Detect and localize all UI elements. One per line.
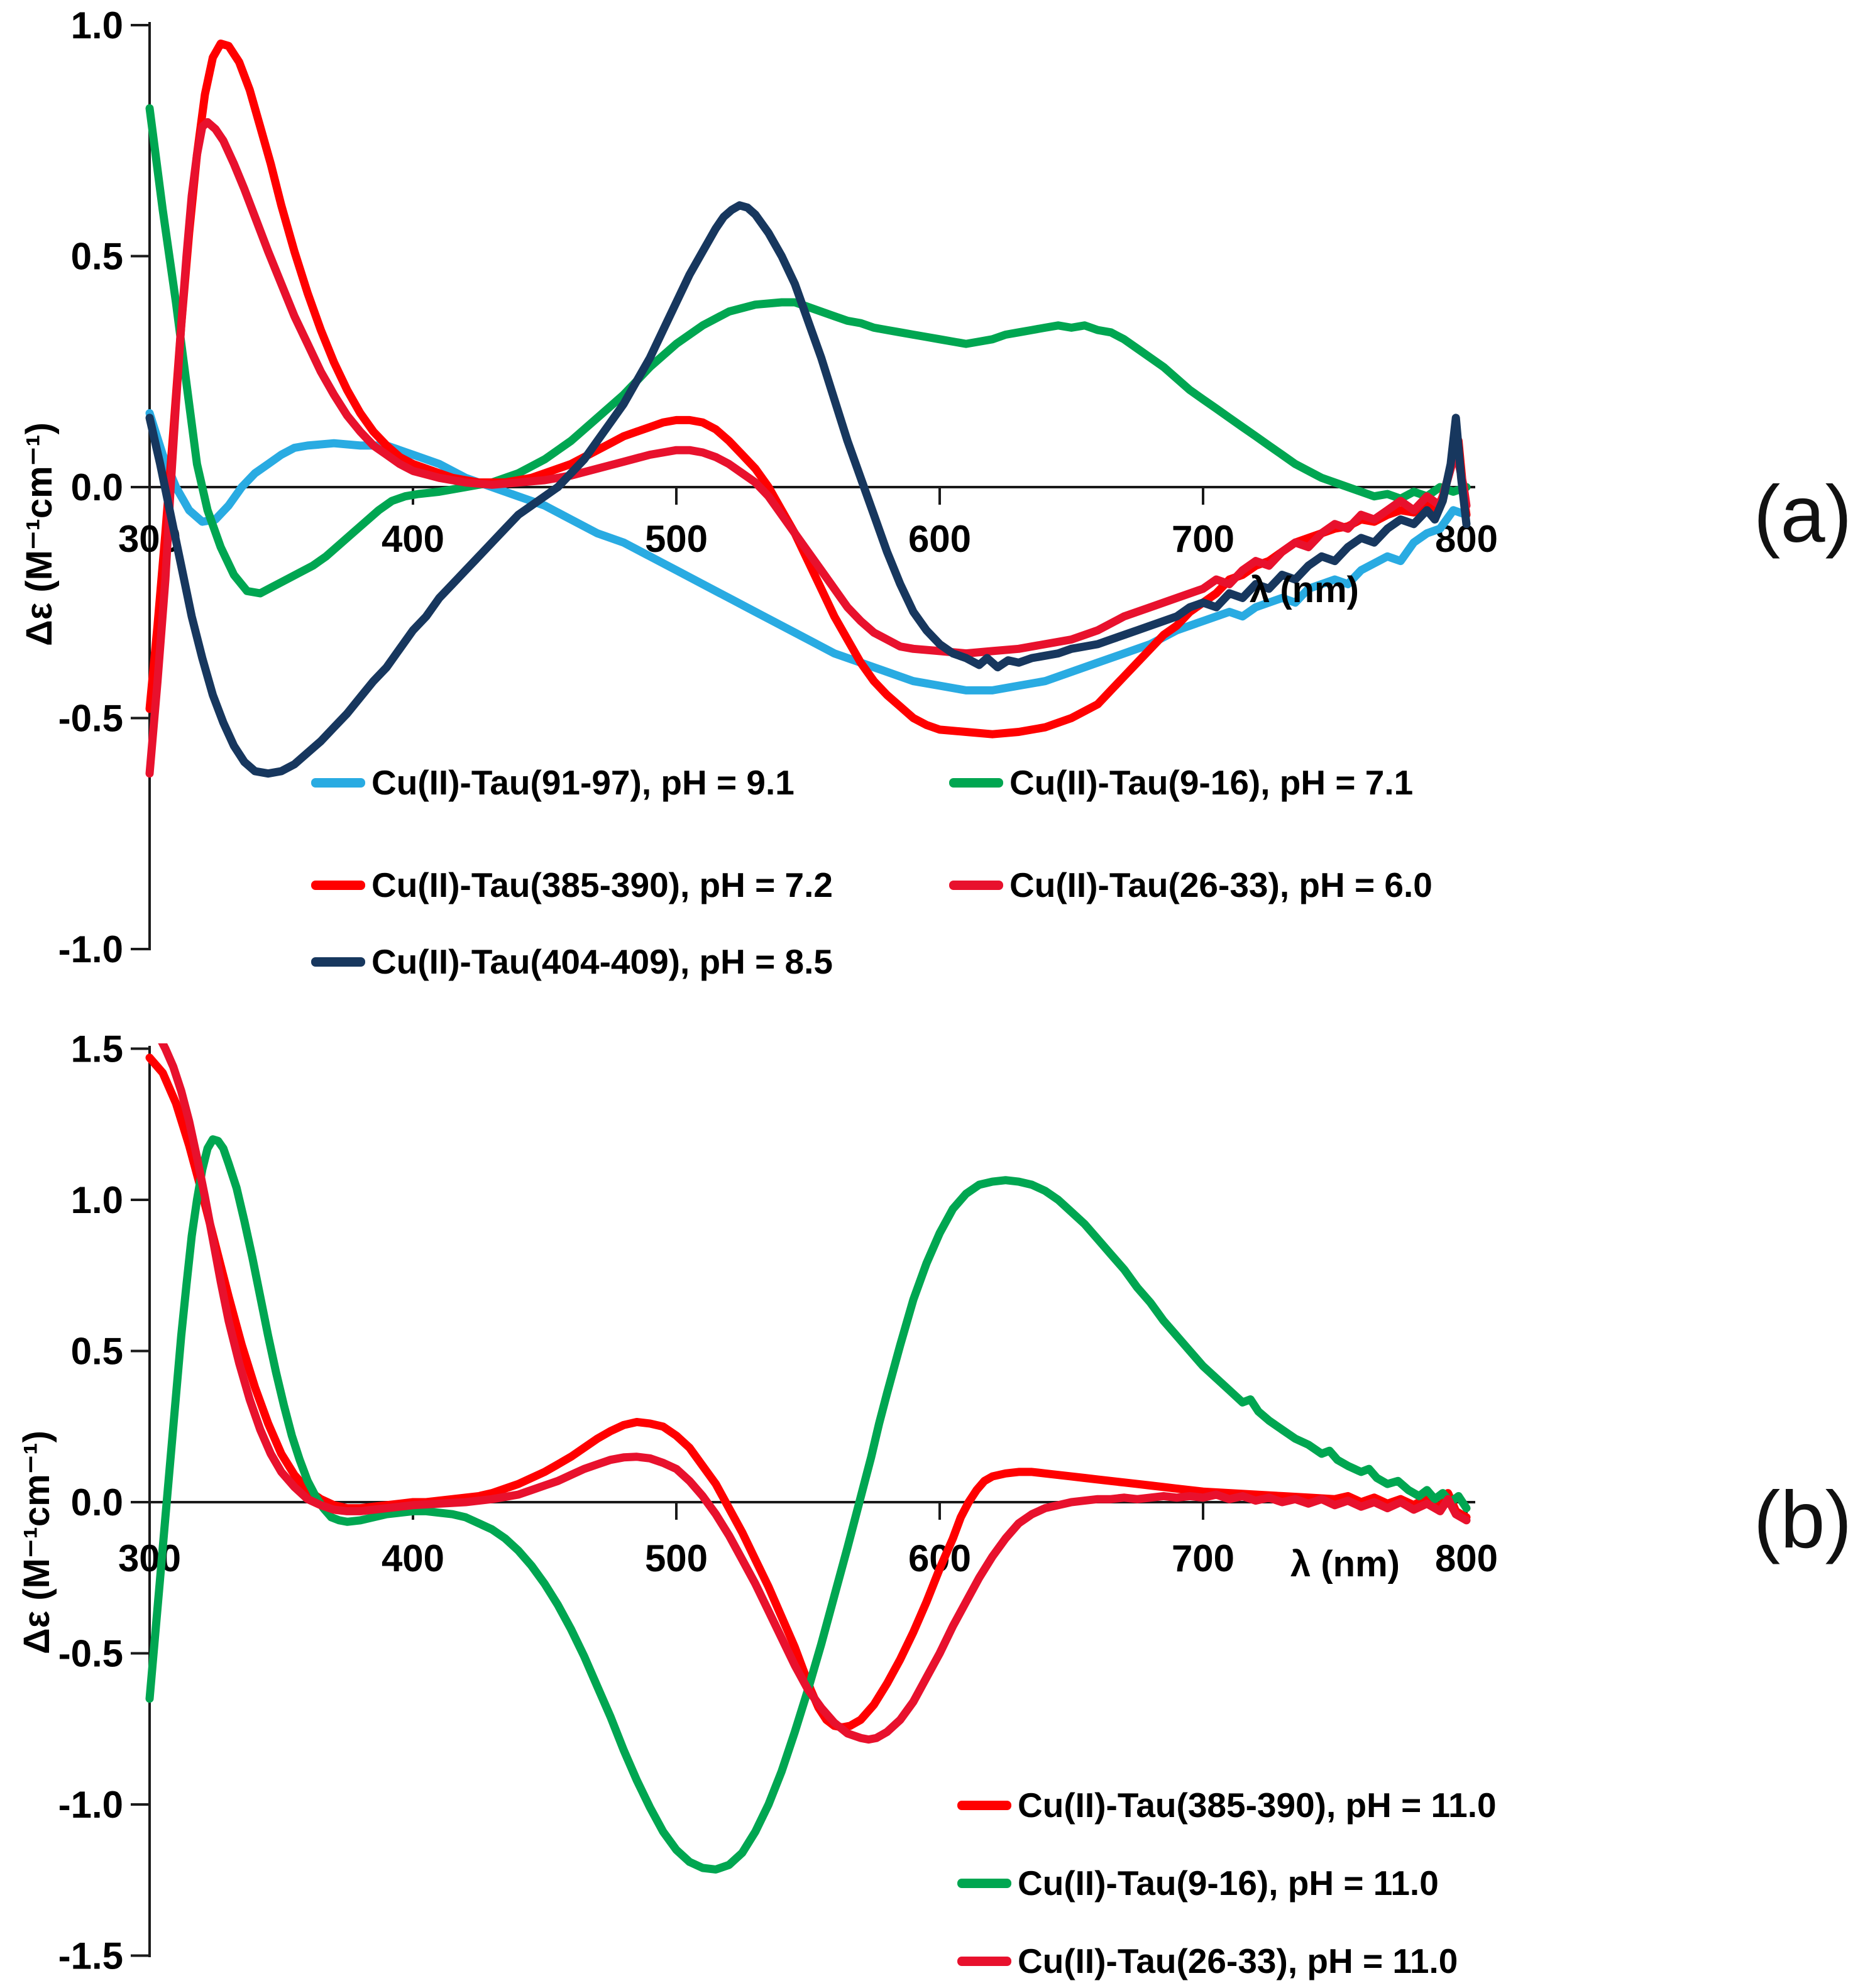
legend-label: Cu(II)-Tau(404-409), pH = 8.5: [371, 942, 833, 981]
series-line-a-0: [145, 409, 1471, 695]
y-tick-label: -0.5: [58, 1633, 123, 1675]
series-line-a-2: [145, 39, 1471, 739]
legend-item: Cu(II)-Tau(26-33), pH = 6.0: [949, 865, 1432, 905]
legend-line-marker: [949, 777, 1003, 788]
legend-line-marker: [311, 957, 365, 967]
x-tick-label: 400: [382, 518, 444, 560]
legend-line-marker: [957, 1956, 1011, 1966]
series-line-b-2: [158, 1043, 1471, 1744]
chart-b-y-axis-title: Δε (M⁻¹cm⁻¹): [16, 1431, 57, 1654]
legend-line-marker: [311, 880, 365, 890]
legend-label: Cu(II)-Tau(26-33), pH = 11.0: [1018, 1941, 1458, 1980]
y-tick-label: 1.0: [71, 1179, 123, 1221]
legend-item: Cu(II)-Tau(9-16), pH = 7.1: [949, 762, 1413, 803]
series-line-b-1: [145, 1135, 1471, 1874]
y-tick-label: -0.5: [58, 698, 123, 740]
series-line-b-0: [145, 1053, 1471, 1732]
legend-label: Cu(II)-Tau(385-390), pH = 11.0: [1018, 1786, 1497, 1825]
y-tick-label: -1.5: [58, 1935, 123, 1977]
x-tick-label: 700: [1172, 1537, 1234, 1579]
legend-item: Cu(II)-Tau(404-409), pH = 8.5: [311, 942, 833, 982]
legend-item: Cu(II)-Tau(91-97), pH = 9.1: [311, 762, 795, 803]
x-tick-label: 600: [908, 518, 971, 560]
x-tick-label: 500: [645, 518, 708, 560]
x-tick-label: 300: [118, 1537, 181, 1579]
legend-line-marker: [949, 880, 1003, 890]
y-tick-label: 0.0: [71, 466, 123, 508]
y-tick-label: -1.0: [58, 928, 123, 970]
legend-label: Cu(II)-Tau(9-16), pH = 7.1: [1009, 763, 1414, 802]
x-tick-label: 700: [1172, 518, 1234, 560]
chart-a-y-axis-title: Δε (M⁻¹cm⁻¹): [19, 422, 60, 646]
series-line-a-3: [145, 118, 1471, 778]
y-tick-label: 0.5: [71, 236, 123, 278]
y-tick-label: 0.5: [71, 1331, 123, 1373]
legend-item: Cu(II)-Tau(9-16), pH = 11.0: [957, 1863, 1439, 1903]
legend-item: Cu(II)-Tau(385-390), pH = 7.2: [311, 865, 833, 905]
panel-label-b: (b): [1753, 1475, 1852, 1565]
series-line-a-1: [145, 104, 1471, 598]
legend-line-marker: [957, 1800, 1011, 1810]
chart-a-x-axis-title: λ (nm): [1250, 569, 1359, 610]
x-tick-label: 800: [1435, 1537, 1498, 1579]
y-tick-label: 1.0: [71, 4, 123, 47]
legend-label: Cu(II)-Tau(9-16), pH = 11.0: [1018, 1864, 1439, 1903]
legend-label: Cu(II)-Tau(91-97), pH = 9.1: [371, 763, 795, 802]
legend-label: Cu(II)-Tau(26-33), pH = 6.0: [1009, 865, 1432, 904]
panel-label-a: (a): [1753, 470, 1852, 559]
x-tick-label: 500: [645, 1537, 708, 1579]
x-tick-label: 400: [382, 1537, 444, 1579]
legend-label: Cu(II)-Tau(385-390), pH = 7.2: [371, 865, 833, 904]
chart-b-x-axis-title: λ (nm): [1290, 1544, 1400, 1584]
y-tick-label: 0.0: [71, 1481, 123, 1524]
legend-line-marker: [957, 1878, 1011, 1888]
legend-line-marker: [311, 777, 365, 788]
y-tick-label: -1.0: [58, 1784, 123, 1826]
legend-item: Cu(II)-Tau(26-33), pH = 11.0: [957, 1941, 1458, 1981]
y-tick-label: 1.5: [71, 1028, 123, 1070]
series-line-a-4: [145, 201, 1471, 778]
legend-item: Cu(II)-Tau(385-390), pH = 11.0: [957, 1785, 1497, 1825]
